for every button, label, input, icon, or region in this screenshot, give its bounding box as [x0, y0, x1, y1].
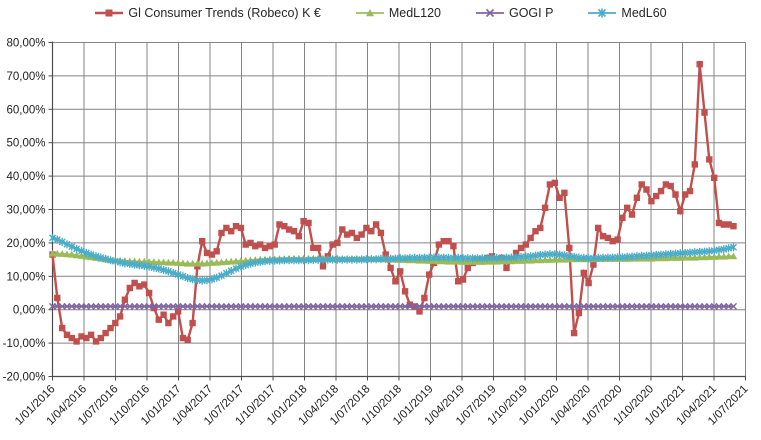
square-marker-icon [94, 7, 124, 19]
y-tick-label: 40,00% [6, 171, 45, 183]
y-tick-label: 0,00% [13, 305, 46, 317]
asterisk-marker-icon [587, 7, 617, 19]
series-gl-consumer-trends-robeco-k [49, 61, 737, 345]
square-markers [49, 61, 737, 345]
x-markers [49, 302, 737, 310]
x-marker-icon [475, 7, 505, 19]
y-tick-label: 50,00% [6, 138, 45, 150]
y-tick-label: 30,00% [6, 205, 45, 217]
series-medl60 [49, 233, 737, 285]
y-tick-label: -20,00% [3, 372, 46, 384]
legend-label: MedL60 [621, 6, 667, 20]
legend-label: Gl Consumer Trends (Robeco) K € [128, 6, 321, 20]
y-tick-label: 60,00% [6, 104, 45, 116]
y-tick-label: 20,00% [6, 238, 45, 250]
legend-item-medl120: MedL120 [355, 6, 441, 20]
triangle-markers [48, 249, 738, 267]
legend-label: MedL120 [388, 6, 441, 20]
series-line [52, 237, 734, 282]
y-tick-label: 70,00% [6, 71, 45, 83]
y-tick-label: 80,00% [6, 38, 45, 50]
asterisk-markers [49, 233, 737, 285]
y-tick-label: 10,00% [6, 271, 45, 283]
chart-legend: Gl Consumer Trends (Robeco) K € MedL120 … [0, 6, 761, 20]
legend-label: GOGI P [508, 6, 554, 20]
series-gogi-p [49, 302, 737, 310]
series-line [51, 64, 734, 344]
legend-item-gogi-p: GOGI P [475, 6, 553, 20]
y-tick-label: -10,00% [3, 338, 46, 350]
legend-item-medl60: MedL60 [587, 6, 667, 20]
triangle-marker-icon [355, 7, 385, 19]
legend-item-gl-consumer-trends: Gl Consumer Trends (Robeco) K € [94, 6, 321, 20]
